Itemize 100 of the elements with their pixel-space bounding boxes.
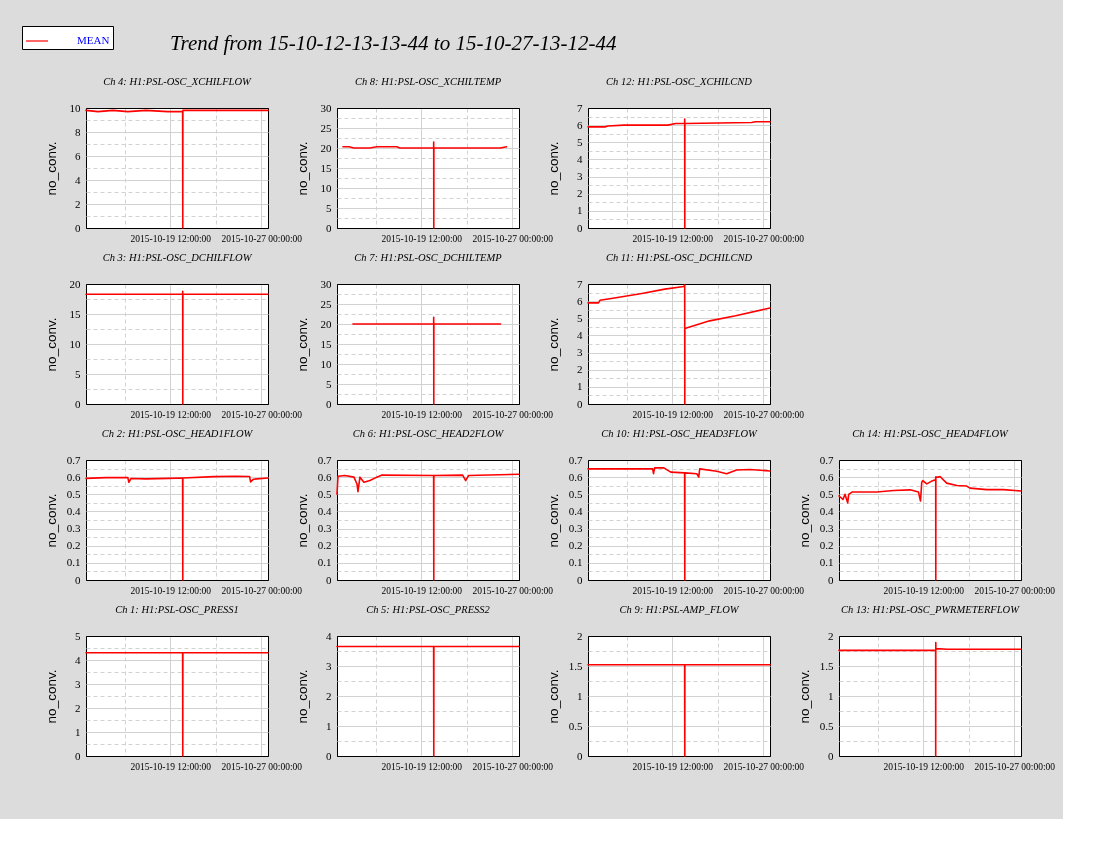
y-tick-label: 4 — [326, 629, 332, 642]
y-tick-label: 0 — [326, 221, 332, 234]
y-tick-label: 1 — [326, 719, 332, 732]
y-tick-label: 2 — [75, 701, 81, 714]
line-series — [587, 467, 771, 581]
x-tick-label: 2015-10-19 12:00:00 — [883, 585, 965, 596]
y-tick-label: 15 — [320, 161, 332, 174]
y-axis-title: no_conv. — [294, 141, 310, 196]
chart-title: Ch 3: H1:PSL-OSC_DCHILFLOW — [102, 251, 253, 263]
x-tick-label: 2015-10-27 00:00:00 — [472, 761, 554, 772]
y-tick-label: 0 — [75, 749, 81, 762]
text: MEAN — [77, 34, 110, 46]
y-tick-label: 15 — [320, 337, 332, 350]
y-tick-label: 0.6 — [568, 470, 583, 483]
y-tick-label: 6 — [577, 294, 583, 307]
y-tick-label: 0.6 — [66, 470, 81, 483]
y-tick-label: 0.4 — [66, 504, 81, 517]
y-tick-label: 2 — [577, 629, 583, 642]
y-tick-label: 0.4 — [819, 504, 834, 517]
text: Trend from 15-10-12-13-13-44 to 15-10-27-13-12-44 — [170, 31, 617, 55]
y-tick-label: 7 — [577, 277, 583, 290]
y-tick-label: 0 — [75, 221, 81, 234]
y-tick-label: 1 — [75, 725, 81, 738]
x-tick-label: 2015-10-19 12:00:00 — [381, 585, 463, 596]
y-tick-label: 0.7 — [317, 453, 332, 466]
y-tick-label: 3 — [75, 677, 81, 690]
y-tick-label: 0.3 — [66, 522, 81, 535]
y-tick-label: 1 — [577, 204, 583, 217]
y-axis-title: no_conv. — [43, 141, 59, 196]
y-axis-title: no_conv. — [43, 493, 59, 548]
y-tick-label: 2 — [326, 689, 332, 702]
y-tick-label: 0.5 — [66, 487, 81, 500]
y-tick-label: 5 — [75, 367, 81, 380]
x-tick-label: 2015-10-27 00:00:00 — [472, 233, 554, 244]
y-tick-label: 5 — [326, 201, 332, 214]
y-tick-label: 30 — [320, 277, 332, 290]
y-tick-label: 0.2 — [317, 539, 332, 552]
y-tick-label: 0.5 — [568, 719, 583, 732]
y-axis-title: no_conv. — [545, 669, 561, 724]
y-tick-label: 20 — [69, 277, 81, 290]
y-tick-label: 0 — [577, 573, 583, 586]
line-series — [838, 475, 1022, 581]
line-series — [838, 641, 1022, 757]
x-tick-label: 2015-10-19 12:00:00 — [381, 409, 463, 420]
y-tick-label: 0.3 — [317, 522, 332, 535]
y-tick-label: 2 — [577, 187, 583, 200]
y-tick-label: 1 — [828, 689, 834, 702]
y-tick-label: 0 — [326, 573, 332, 586]
chart-title: Ch 12: H1:PSL-OSC_XCHILCND — [606, 75, 753, 87]
y-tick-label: 0.6 — [317, 470, 332, 483]
y-axis-title: no_conv. — [545, 141, 561, 196]
y-tick-label: 0 — [75, 573, 81, 586]
line-series — [587, 284, 771, 405]
y-tick-label: 10 — [69, 101, 81, 114]
x-tick-label: 2015-10-27 00:00:00 — [723, 761, 805, 772]
y-tick-label: 0.7 — [819, 453, 834, 466]
chart-title: Ch 13: H1:PSL-OSC_PWRMETERFLOW — [841, 603, 1021, 615]
y-tick-label: 5 — [326, 377, 332, 390]
y-tick-label: 3 — [577, 170, 583, 183]
y-tick-label: 1.5 — [568, 659, 583, 672]
x-tick-label: 2015-10-19 12:00:00 — [381, 233, 463, 244]
y-tick-label: 8 — [75, 125, 81, 138]
x-tick-label: 2015-10-19 12:00:00 — [130, 409, 212, 420]
x-tick-label: 2015-10-19 12:00:00 — [883, 761, 965, 772]
chart-title: Ch 1: H1:PSL-OSC_PRESS1 — [115, 603, 239, 615]
y-tick-label: 4 — [75, 653, 81, 666]
y-tick-label: 6 — [577, 118, 583, 131]
x-tick-label: 2015-10-27 00:00:00 — [974, 585, 1056, 596]
y-tick-label: 5 — [577, 311, 583, 324]
y-tick-label: 0.7 — [66, 453, 81, 466]
y-tick-label: 2 — [828, 629, 834, 642]
x-tick-label: 2015-10-27 00:00:00 — [974, 761, 1056, 772]
x-tick-label: 2015-10-19 12:00:00 — [130, 233, 212, 244]
y-tick-label: 0 — [577, 749, 583, 762]
y-tick-label: 2 — [577, 363, 583, 376]
y-tick-label: 0 — [828, 749, 834, 762]
y-axis-title: no_conv. — [43, 669, 59, 724]
x-tick-label: 2015-10-27 00:00:00 — [221, 233, 303, 244]
line-series — [85, 475, 269, 581]
y-axis-title: no_conv. — [545, 317, 561, 372]
y-tick-label: 0.5 — [568, 487, 583, 500]
y-tick-label: 7 — [577, 101, 583, 114]
x-tick-label: 2015-10-19 12:00:00 — [130, 585, 212, 596]
chart-title: Ch 7: H1:PSL-OSC_DCHILTEMP — [354, 251, 503, 263]
x-tick-label: 2015-10-27 00:00:00 — [723, 233, 805, 244]
y-tick-label: 0.3 — [819, 522, 834, 535]
y-tick-label: 0 — [75, 397, 81, 410]
y-tick-label: 0.2 — [568, 539, 583, 552]
x-tick-label: 2015-10-19 12:00:00 — [632, 585, 714, 596]
y-axis-title: no_conv. — [43, 317, 59, 372]
y-tick-label: 25 — [320, 297, 332, 310]
y-tick-label: 0.5 — [819, 487, 834, 500]
x-tick-label: 2015-10-19 12:00:00 — [381, 761, 463, 772]
chart-title: Ch 4: H1:PSL-OSC_XCHILFLOW — [103, 75, 253, 87]
y-tick-label: 0.1 — [66, 556, 81, 569]
y-tick-label: 0.2 — [819, 539, 834, 552]
chart-title: Ch 5: H1:PSL-OSC_PRESS2 — [366, 603, 491, 615]
x-tick-label: 2015-10-27 00:00:00 — [723, 409, 805, 420]
line-series — [342, 141, 508, 229]
y-tick-label: 0.7 — [568, 453, 583, 466]
